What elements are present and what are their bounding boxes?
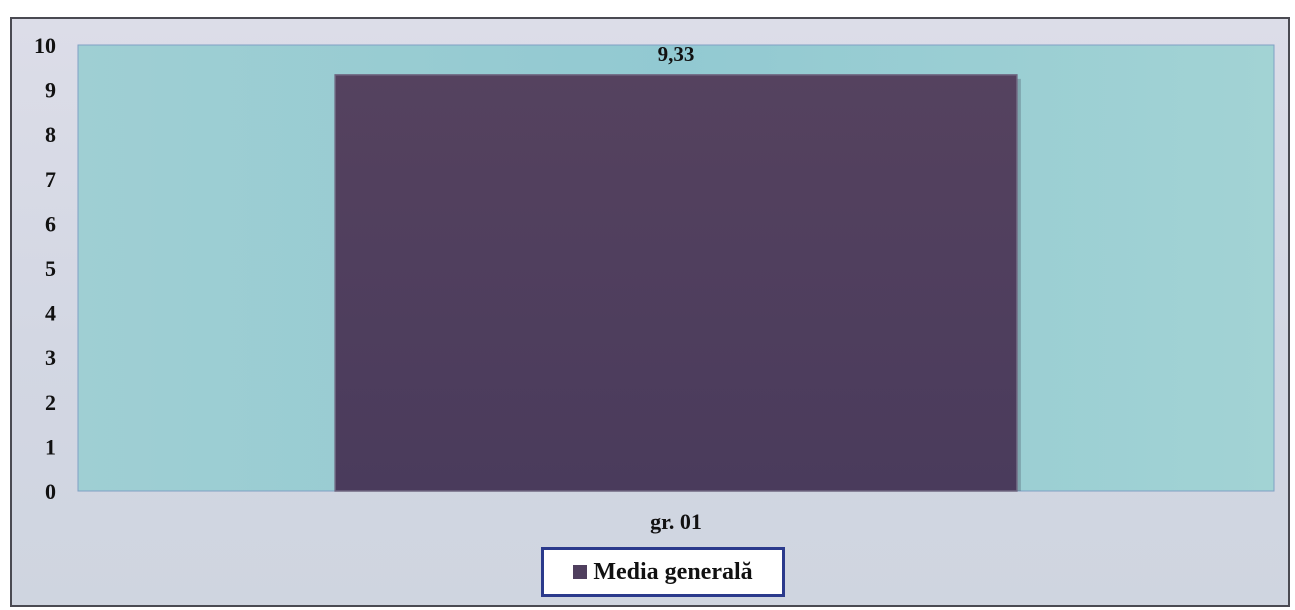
y-tick-label: 10 bbox=[34, 33, 56, 58]
y-tick-label: 6 bbox=[45, 211, 56, 236]
y-tick-label: 9 bbox=[45, 78, 56, 103]
legend-label: Media generală bbox=[593, 558, 753, 585]
y-tick-label: 3 bbox=[45, 345, 56, 370]
y-tick-label: 7 bbox=[45, 167, 56, 192]
y-axis-ticks: 0 1 2 3 4 5 6 7 8 9 10 bbox=[34, 33, 56, 504]
y-tick-label: 2 bbox=[45, 390, 56, 415]
x-tick-label: gr. 01 bbox=[650, 509, 702, 534]
y-tick-label: 5 bbox=[45, 256, 56, 281]
y-tick-label: 1 bbox=[45, 434, 56, 459]
y-tick-label: 0 bbox=[45, 479, 56, 504]
x-axis-ticks: gr. 01 bbox=[650, 509, 702, 534]
legend: Media generală bbox=[541, 547, 785, 597]
data-labels-group: 9,33 bbox=[658, 42, 695, 66]
bars-group bbox=[334, 74, 1021, 492]
bar bbox=[334, 74, 1018, 492]
y-tick-label: 8 bbox=[45, 122, 56, 147]
bar-value-label: 9,33 bbox=[658, 42, 695, 66]
y-tick-label: 4 bbox=[45, 301, 56, 326]
legend-swatch bbox=[573, 565, 588, 579]
